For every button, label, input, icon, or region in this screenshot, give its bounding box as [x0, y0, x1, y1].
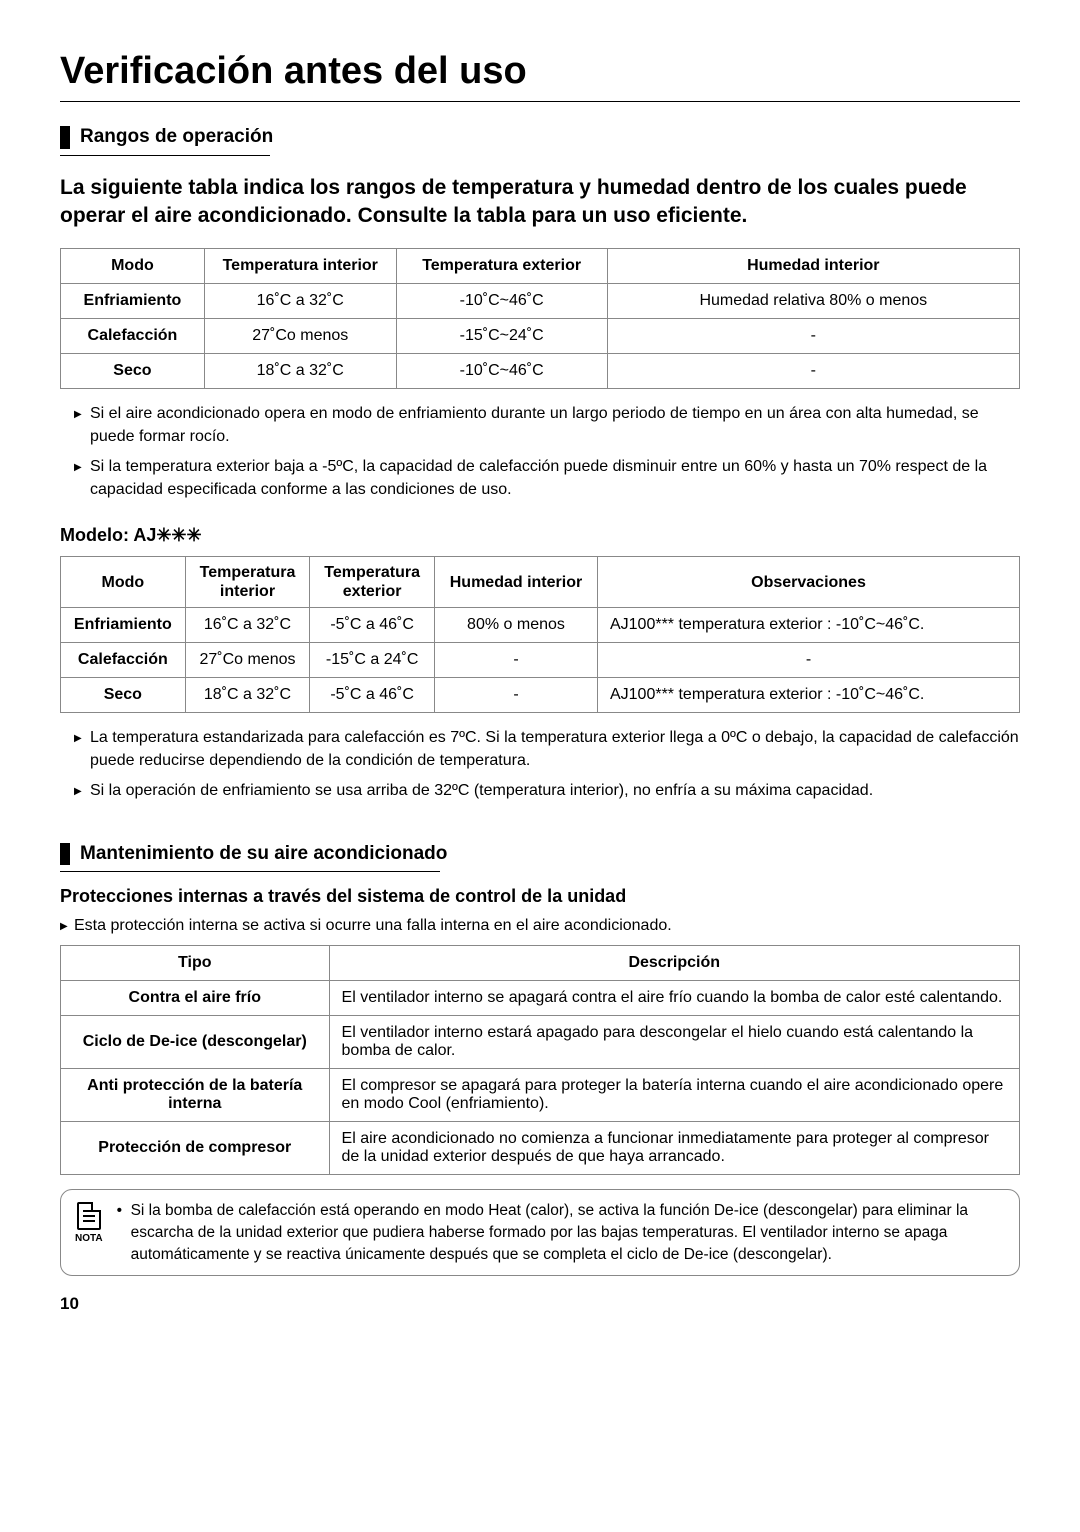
cell: 18˚C a 32˚C	[204, 354, 396, 389]
list-item: Si la temperatura exterior baja a -5ºC, …	[74, 456, 1020, 501]
section-heading-rangos: Rangos de operación	[60, 126, 1020, 149]
cell: Enfriamiento	[61, 608, 186, 643]
cell: El ventilador interno se apagará contra …	[329, 981, 1019, 1016]
cell: -	[434, 678, 597, 713]
cell: El ventilador interno estará apagado par…	[329, 1016, 1019, 1069]
subheading: Protecciones internas a través del siste…	[60, 886, 1020, 907]
table-row: Enfriamiento 16˚C a 32˚C -5˚C a 46˚C 80%…	[61, 608, 1020, 643]
cell: -5˚C a 46˚C	[310, 678, 435, 713]
cell: Seco	[61, 354, 205, 389]
col-temp-ext: Temperatura exterior	[396, 249, 607, 284]
cell: Enfriamiento	[61, 284, 205, 319]
cell: -	[597, 643, 1019, 678]
table-row: Ciclo de De-ice (descongelar) El ventila…	[61, 1016, 1020, 1069]
cell: AJ100*** temperatura exterior : -10˚C~46…	[597, 678, 1019, 713]
cell: Humedad relativa 80% o menos	[607, 284, 1019, 319]
table-header-row: Modo Temperatura interior Temperatura ex…	[61, 249, 1020, 284]
cell: Seco	[61, 678, 186, 713]
cell: 80% o menos	[434, 608, 597, 643]
note-item: Si la bomba de calefacción está operando…	[117, 1200, 1005, 1265]
cell: Protección de compresor	[61, 1122, 330, 1175]
cell: 27˚Co menos	[185, 643, 310, 678]
col-temp-ext: Temperatura exterior	[310, 557, 435, 608]
table-header-row: Tipo Descripción	[61, 946, 1020, 981]
col-tipo: Tipo	[61, 946, 330, 981]
table-header-row: Modo Temperatura interior Temperatura ex…	[61, 557, 1020, 608]
intro-text: La siguiente tabla indica los rangos de …	[60, 174, 1020, 231]
section-heading-mantenimiento: Mantenimiento de su aire acondicionado	[60, 843, 1020, 866]
list-item: La temperatura estandarizada para calefa…	[74, 727, 1020, 772]
col-observ: Observaciones	[597, 557, 1019, 608]
note-label: NOTA	[75, 1232, 103, 1246]
col-temp-int: Temperatura interior	[204, 249, 396, 284]
note-icon-wrap: NOTA	[75, 1200, 103, 1246]
cell: -15˚C~24˚C	[396, 319, 607, 354]
cell: AJ100*** temperatura exterior : -10˚C~46…	[597, 608, 1019, 643]
list-item: Si el aire acondicionado opera en modo d…	[74, 403, 1020, 448]
cell: El compresor se apagará para proteger la…	[329, 1069, 1019, 1122]
cell: Calefacción	[61, 643, 186, 678]
cell: Anti protección de la batería interna	[61, 1069, 330, 1122]
cell: 16˚C a 32˚C	[204, 284, 396, 319]
col-humedad: Humedad interior	[434, 557, 597, 608]
cell: -	[607, 319, 1019, 354]
cell: -5˚C a 46˚C	[310, 608, 435, 643]
table-row: Protección de compresor El aire acondici…	[61, 1122, 1020, 1175]
cell: -	[434, 643, 597, 678]
note-text: Si la bomba de calefacción está operando…	[117, 1200, 1005, 1265]
protections-table: Tipo Descripción Contra el aire frío El …	[60, 945, 1020, 1175]
cell: -10˚C~46˚C	[396, 354, 607, 389]
cell: 18˚C a 32˚C	[185, 678, 310, 713]
title-rule	[60, 101, 1020, 102]
note-box: NOTA Si la bomba de calefacción está ope…	[60, 1189, 1020, 1276]
cell: 27˚Co menos	[204, 319, 396, 354]
notes-list-2: La temperatura estandarizada para calefa…	[60, 727, 1020, 802]
section-rule	[60, 871, 440, 872]
col-temp-int: Temperatura interior	[185, 557, 310, 608]
col-desc: Descripción	[329, 946, 1019, 981]
table-row: Calefacción 27˚Co menos -15˚C~24˚C -	[61, 319, 1020, 354]
operating-ranges-table: Modo Temperatura interior Temperatura ex…	[60, 248, 1020, 389]
table-row: Seco 18˚C a 32˚C -5˚C a 46˚C - AJ100*** …	[61, 678, 1020, 713]
lead-bullet: Esta protección interna se activa si ocu…	[60, 917, 1020, 935]
table-row: Seco 18˚C a 32˚C -10˚C~46˚C -	[61, 354, 1020, 389]
model-label: Modelo: AJ✳✳✳	[60, 525, 1020, 546]
table-row: Enfriamiento 16˚C a 32˚C -10˚C~46˚C Hume…	[61, 284, 1020, 319]
notes-list: Si el aire acondicionado opera en modo d…	[60, 403, 1020, 501]
cell: Calefacción	[61, 319, 205, 354]
cell: Ciclo de De-ice (descongelar)	[61, 1016, 330, 1069]
cell: 16˚C a 32˚C	[185, 608, 310, 643]
section-rule	[60, 155, 270, 156]
cell: Contra el aire frío	[61, 981, 330, 1016]
table-row: Contra el aire frío El ventilador intern…	[61, 981, 1020, 1016]
model-ranges-table: Modo Temperatura interior Temperatura ex…	[60, 556, 1020, 713]
note-icon	[77, 1202, 101, 1230]
page-title: Verificación antes del uso	[60, 50, 1020, 93]
cell: -	[607, 354, 1019, 389]
cell: -15˚C a 24˚C	[310, 643, 435, 678]
col-humedad: Humedad interior	[607, 249, 1019, 284]
cell: El aire acondicionado no comienza a func…	[329, 1122, 1019, 1175]
table-row: Calefacción 27˚Co menos -15˚C a 24˚C - -	[61, 643, 1020, 678]
table-row: Anti protección de la batería interna El…	[61, 1069, 1020, 1122]
col-modo: Modo	[61, 249, 205, 284]
page-number: 10	[60, 1294, 1020, 1314]
list-item: Si la operación de enfriamiento se usa a…	[74, 780, 1020, 802]
col-modo: Modo	[61, 557, 186, 608]
cell: -10˚C~46˚C	[396, 284, 607, 319]
